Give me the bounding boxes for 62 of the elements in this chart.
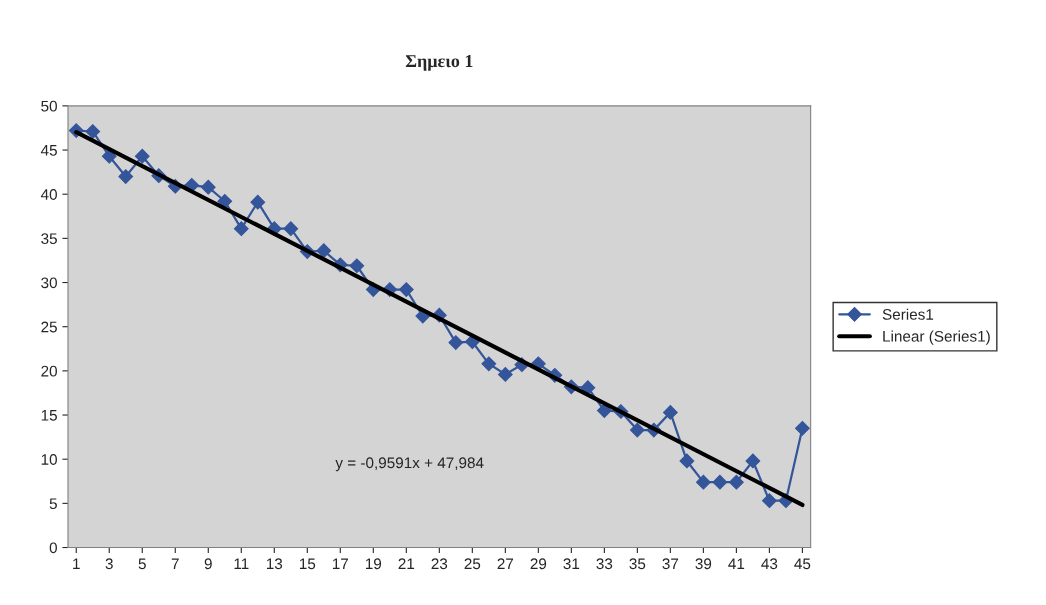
point (250, 194, 266, 210)
x-tick-label: 35 (629, 558, 646, 570)
point (762, 493, 777, 509)
x-tick-label: 1 (73, 558, 80, 570)
point (712, 474, 728, 490)
x-tick-label: 43 (761, 558, 778, 570)
x-tick-label: 9 (204, 558, 212, 570)
point (85, 124, 101, 139)
x-tick-label: 13 (266, 558, 283, 570)
y-tick-label: 35 (41, 233, 57, 245)
legend-label: Linear (Series1) (883, 330, 990, 345)
point (745, 453, 761, 469)
x-tick-label: 21 (398, 558, 415, 570)
x-tick-label: 33 (596, 558, 613, 570)
point (398, 282, 414, 297)
x-tick-label: 5 (138, 558, 146, 570)
point (728, 474, 744, 490)
y-tick-label: 45 (40, 145, 57, 156)
y-tick-label: 5 (49, 498, 57, 510)
x-tick-label: 11 (234, 558, 249, 570)
point (134, 148, 150, 164)
point (679, 453, 695, 469)
x-tick-label: 3 (105, 558, 113, 570)
point (448, 335, 464, 350)
point (349, 258, 365, 274)
point (795, 420, 810, 436)
point (217, 193, 233, 209)
y-tick-label: 30 (41, 277, 57, 289)
y-tick-label: 25 (41, 321, 57, 333)
x-tick-label: 17 (332, 558, 349, 570)
point (497, 367, 513, 382)
y-tick-label: 0 (49, 542, 57, 554)
y-tick-label: 50 (41, 100, 57, 112)
x-tick-label: 29 (530, 558, 547, 570)
point (118, 169, 134, 184)
y-tick-label: 10 (41, 454, 57, 465)
point (695, 474, 711, 490)
x-tick-label: 7 (171, 558, 179, 570)
point (662, 404, 678, 420)
point (629, 422, 645, 438)
x-tick-label: 41 (728, 558, 745, 570)
y-tick-label: 20 (41, 365, 57, 377)
point (200, 179, 216, 195)
x-tick-label: 45 (794, 558, 811, 570)
y-tick-label: 15 (41, 410, 57, 421)
x-tick-label: 37 (662, 558, 679, 570)
annotation: y = -0,9591x + 47,984 (335, 457, 484, 472)
x-tick-label: 31 (563, 558, 580, 570)
x-tick-label: 15 (299, 558, 316, 570)
point (233, 221, 249, 237)
point (316, 243, 332, 259)
legend-label: Series1 (882, 308, 934, 320)
x-tick-label: 27 (497, 558, 514, 570)
chart-title: Σημειο 1 (405, 55, 473, 71)
point (283, 221, 299, 237)
point (481, 356, 497, 372)
x-tick-label: 39 (695, 558, 712, 570)
x-tick-label: 25 (464, 558, 481, 570)
y-tick-label: 40 (40, 189, 57, 200)
point (596, 403, 612, 419)
x-tick-label: 19 (365, 558, 382, 570)
x-tick-label: 23 (431, 558, 448, 570)
